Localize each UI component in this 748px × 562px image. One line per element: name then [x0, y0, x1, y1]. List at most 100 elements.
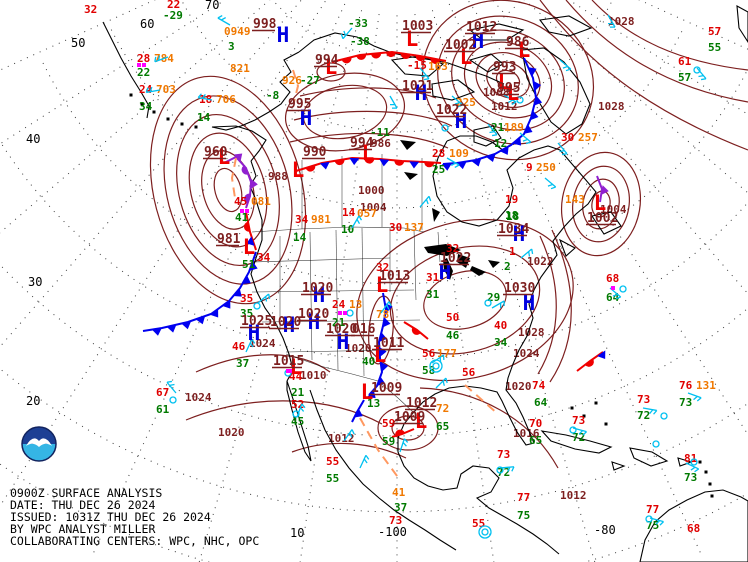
- island-dot: [129, 93, 133, 97]
- isobar: [391, 415, 425, 441]
- station-pressure: 057: [357, 207, 377, 220]
- isobar-label: 1012: [491, 100, 518, 113]
- isobar-label: 1028: [598, 100, 625, 113]
- station-temp: 28: [432, 147, 445, 160]
- front-pip-triangle: [166, 324, 177, 333]
- low-center-symbol: L: [507, 81, 520, 105]
- station-dewpoint: 31: [426, 288, 440, 301]
- station-temp: 74: [532, 379, 546, 392]
- station-circle-icon: [432, 362, 440, 370]
- island-outline: [390, 55, 445, 77]
- station-dewpoint: 45: [291, 415, 304, 428]
- isobar: [486, 61, 530, 99]
- high-center-symbol: H: [472, 29, 485, 53]
- station-circle-icon: [660, 412, 668, 420]
- front-pip-triangle: [499, 146, 509, 155]
- isobar: [539, 0, 748, 151]
- front-pip-triangle: [441, 163, 452, 171]
- lake: [488, 260, 500, 268]
- graticule-label: 50: [71, 36, 85, 50]
- station-temp: 73: [497, 448, 510, 461]
- station-temp: 32: [84, 3, 97, 16]
- station-circle-icon: [429, 359, 443, 373]
- island-outline: [468, 23, 525, 41]
- coastline-layer: [102, 5, 748, 562]
- meridian-line: [446, 0, 701, 553]
- front-pip-scallop: [584, 358, 594, 367]
- wind-barb-icon: [642, 407, 658, 415]
- graticule-label: 20: [26, 394, 40, 408]
- pressure-value-label: 1022: [440, 251, 471, 266]
- station-circle-icon: [478, 525, 492, 539]
- wind-barb-icon: [166, 380, 177, 394]
- wind-barb-icon: [389, 95, 398, 109]
- noaa-logo-sea: [22, 444, 56, 461]
- political-border: [285, 353, 414, 413]
- island-dot: [582, 414, 586, 418]
- station-dewpoint: 14: [293, 231, 307, 244]
- station-dewpoint: 75: [517, 509, 530, 522]
- wind-barb-icon: [399, 438, 409, 453]
- pressure-value-label: 1020: [270, 315, 301, 330]
- pressure-value-label: 995: [497, 81, 520, 96]
- front-pip-scallop: [430, 58, 441, 64]
- station-temp: 55: [326, 455, 339, 468]
- isobar-label: 986: [371, 137, 391, 150]
- analysis-title-block: 0900Z SURFACE ANALYSIS DATE: THU DEC 26 …: [10, 486, 259, 548]
- high-center-symbol: H: [277, 23, 290, 47]
- isobar-label: 1028: [608, 15, 635, 28]
- island-dot: [166, 117, 170, 121]
- station-dewpoint: 21: [332, 316, 346, 329]
- station-temp: 24: [139, 83, 153, 96]
- front-pip-triangle: [471, 158, 482, 167]
- station-temp: 34: [257, 251, 271, 264]
- station-dewpoint: -38: [350, 35, 370, 48]
- coastline: [397, 149, 597, 555]
- isobar-label: 1008: [483, 86, 510, 99]
- wind-barb-icon: [419, 67, 430, 81]
- isobar: [176, 113, 280, 267]
- wind-barb-icon: [544, 177, 557, 190]
- station-temp: 56: [422, 347, 436, 360]
- wind-barb-icon: [685, 462, 700, 473]
- isobar: [572, 165, 630, 243]
- station-dewpoint: 37: [236, 357, 249, 370]
- island-outline: [611, 461, 626, 471]
- isobar: [302, 84, 388, 140]
- title-line-centers: COLLABORATING CENTERS: WPC, NHC, OPC: [10, 534, 259, 548]
- political-border: [437, 231, 441, 263]
- front-pip-triangle: [181, 321, 192, 330]
- station-pressure: 706: [216, 93, 236, 106]
- front-pip-triangle: [349, 157, 360, 166]
- political-border: [413, 229, 417, 301]
- station-circle-icon: [619, 285, 627, 293]
- front-pip-scallop: [334, 159, 345, 166]
- station-temp: 67: [156, 386, 169, 399]
- island-dot: [180, 122, 184, 126]
- station-temp: 76: [679, 379, 693, 392]
- front-pip-scallop: [400, 53, 411, 59]
- station-circle-icon: [441, 124, 449, 132]
- isobar: [213, 167, 243, 213]
- front-pip-triangle: [233, 288, 242, 297]
- pressure-value-label: 1011: [373, 336, 404, 351]
- pressure-value-label: 994: [350, 136, 374, 151]
- isobar: [549, 229, 572, 383]
- high-center-symbol: H: [283, 313, 296, 337]
- station-dewpoint: 37: [394, 501, 407, 514]
- front-pip-triangle: [534, 95, 543, 106]
- wind-barb-icon: [419, 195, 432, 208]
- low-center-symbol: L: [376, 273, 389, 297]
- isobar: [495, 69, 521, 91]
- island-outline: [639, 489, 748, 562]
- pressure-value-label: 1009: [394, 410, 425, 425]
- station-pressure: 0949: [224, 25, 251, 38]
- pressure-value-label: 1002: [445, 38, 476, 53]
- title-line-analysis: 0900Z SURFACE ANALYSIS: [10, 486, 162, 500]
- station-temp: 24: [332, 298, 346, 311]
- lake: [443, 258, 453, 280]
- stationary-front: [295, 156, 442, 172]
- wind-barb-icon: [217, 14, 231, 26]
- front-pip-triangle: [250, 178, 258, 189]
